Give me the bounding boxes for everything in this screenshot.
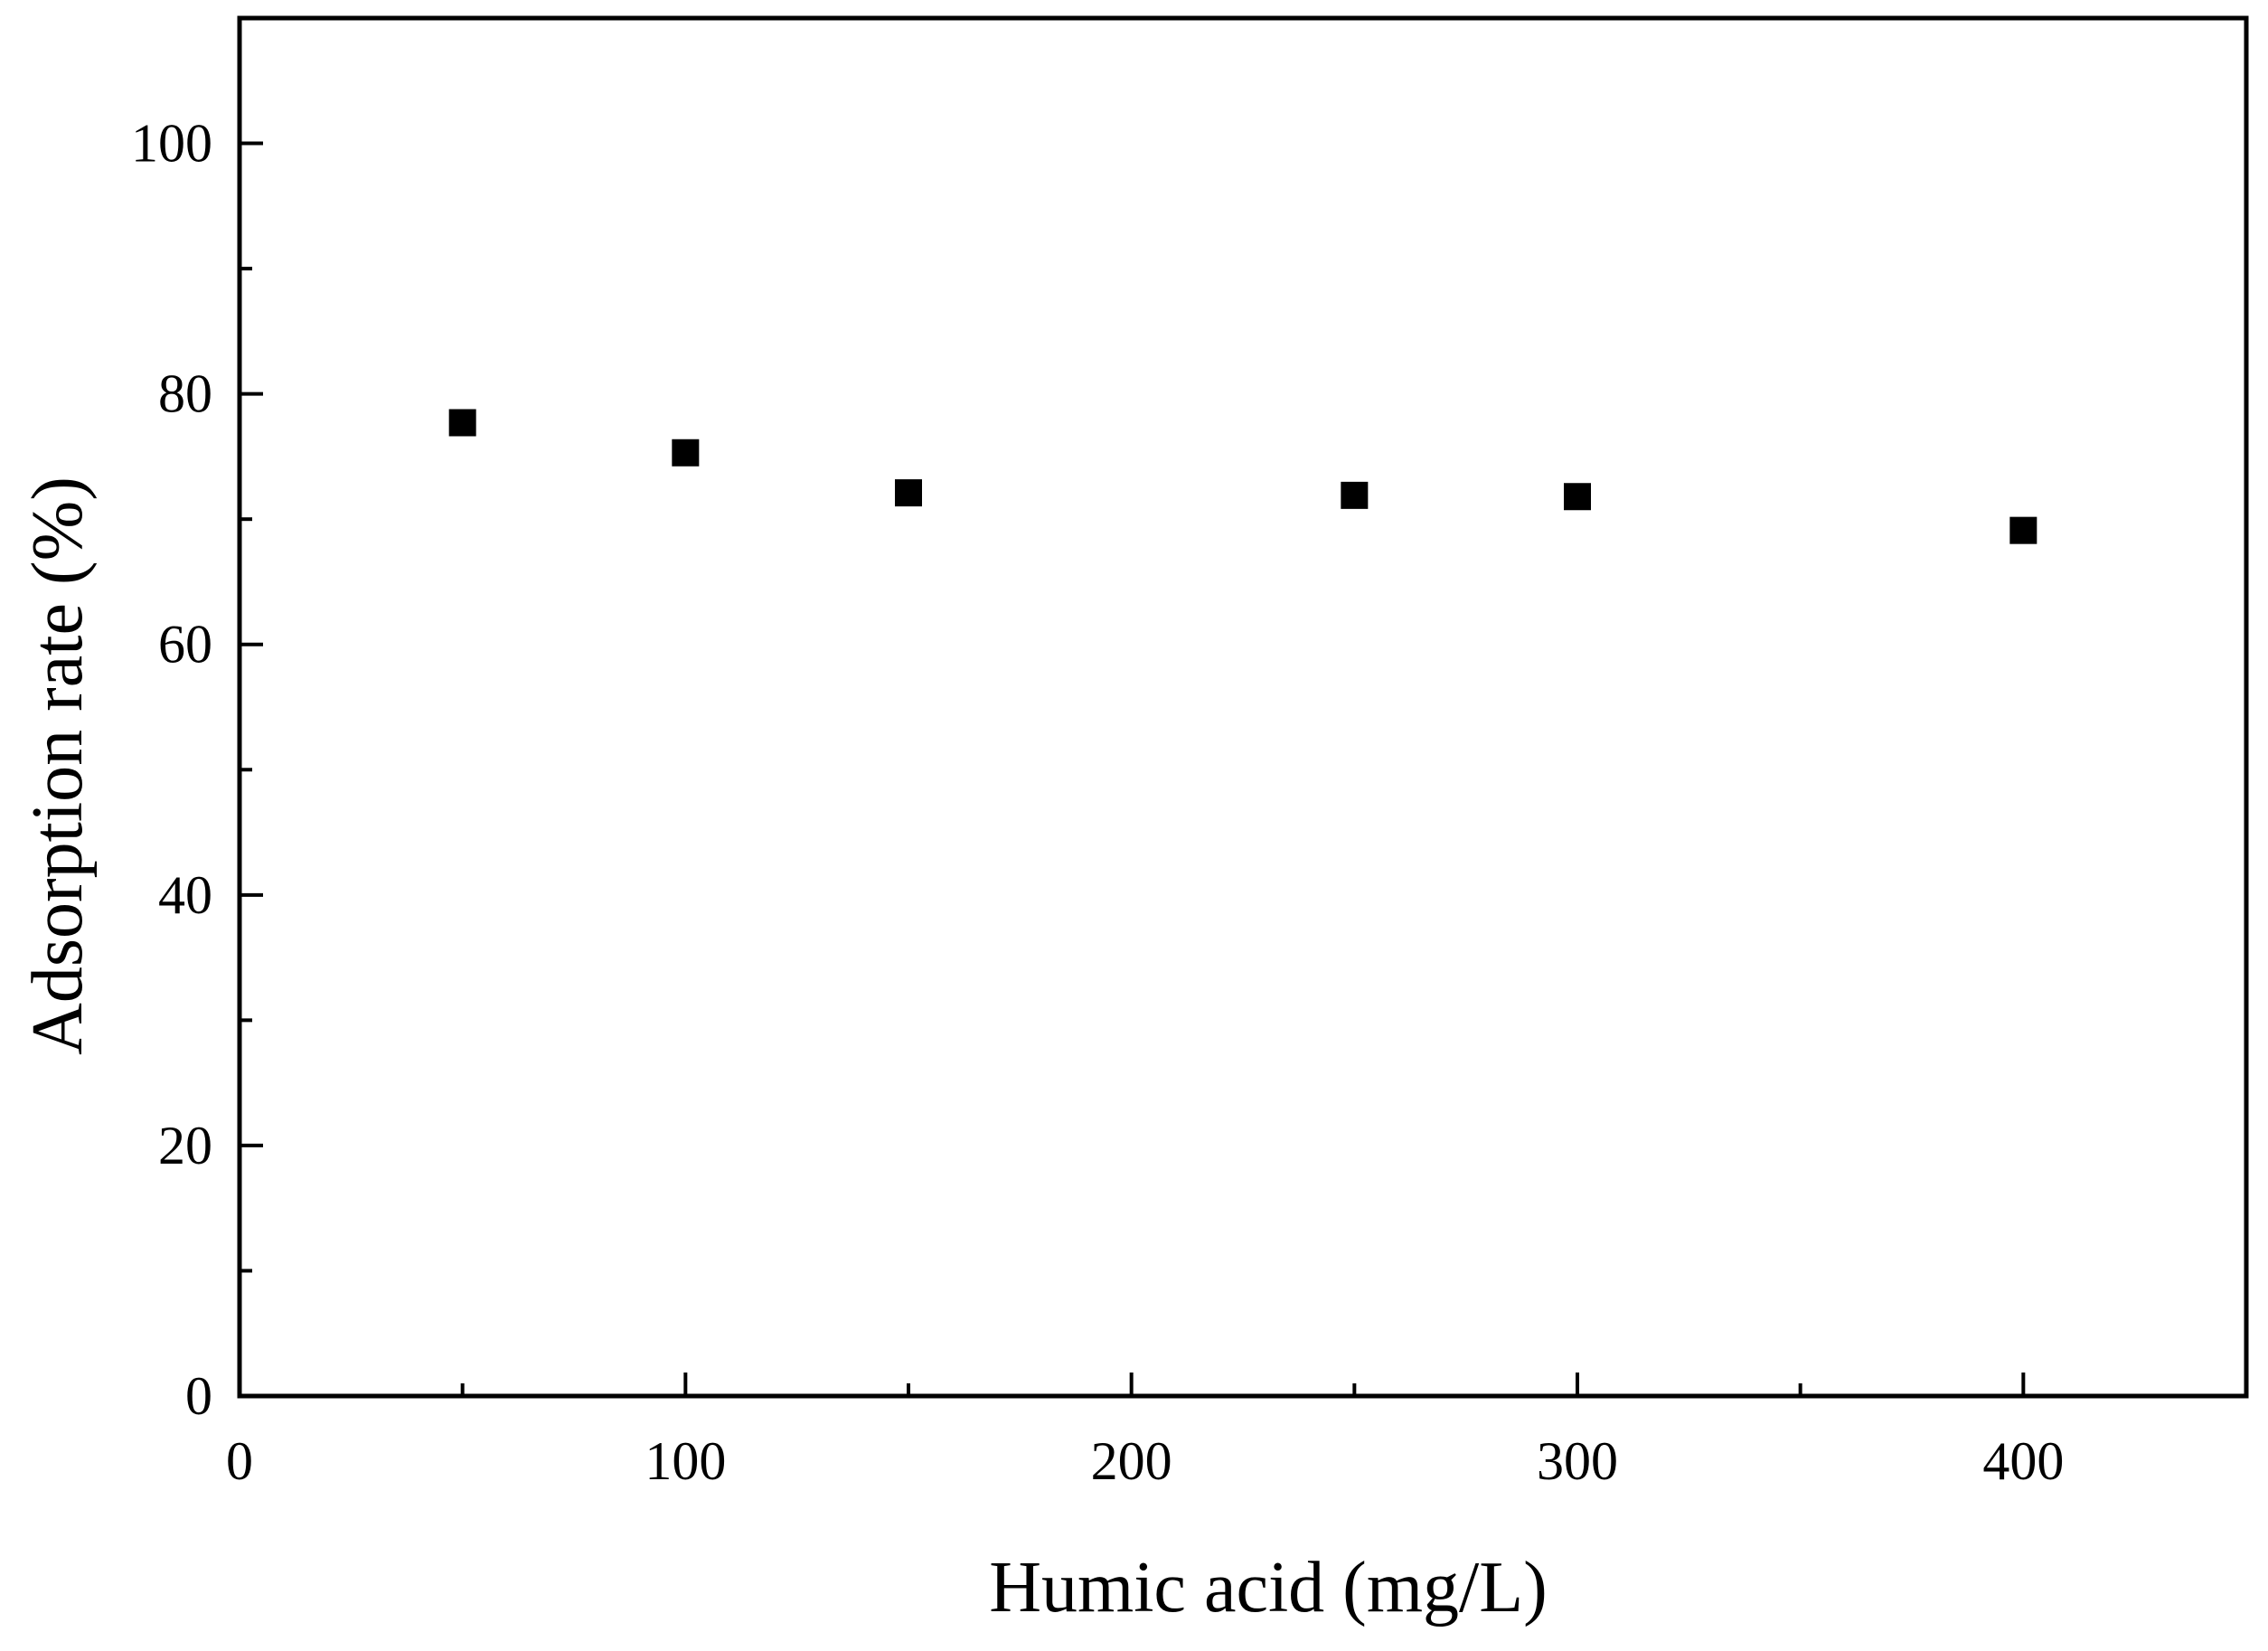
y-tick-label: 60 xyxy=(158,615,212,675)
y-tick-label: 80 xyxy=(158,364,212,424)
y-axis-title: Adsorption rate (%) xyxy=(18,476,98,1055)
plot-frame xyxy=(237,15,2249,1399)
data-point xyxy=(2009,516,2037,544)
x-axis-title: Humic acid (mg/L) xyxy=(989,1548,1548,1627)
y-tick-label: 100 xyxy=(131,114,212,174)
y-tick-label: 0 xyxy=(185,1366,212,1426)
x-tick-label: 300 xyxy=(1537,1431,1618,1491)
data-point xyxy=(1564,483,1591,511)
data-point xyxy=(672,439,700,467)
data-point xyxy=(1341,481,1369,509)
y-tick-label: 20 xyxy=(158,1116,212,1175)
x-tick-label: 200 xyxy=(1091,1431,1172,1491)
x-tick-label: 0 xyxy=(226,1431,253,1491)
y-tick-label: 40 xyxy=(158,865,212,925)
axis-ticks xyxy=(238,141,2026,1398)
data-points xyxy=(448,409,2037,544)
axis-tick-labels: 0 100 200 300 400 0 20 40 60 80 100 xyxy=(131,114,2064,1491)
x-tick-label: 100 xyxy=(645,1431,726,1491)
data-point xyxy=(895,479,922,507)
x-tick-label: 400 xyxy=(1982,1431,2064,1491)
data-point xyxy=(448,409,476,437)
